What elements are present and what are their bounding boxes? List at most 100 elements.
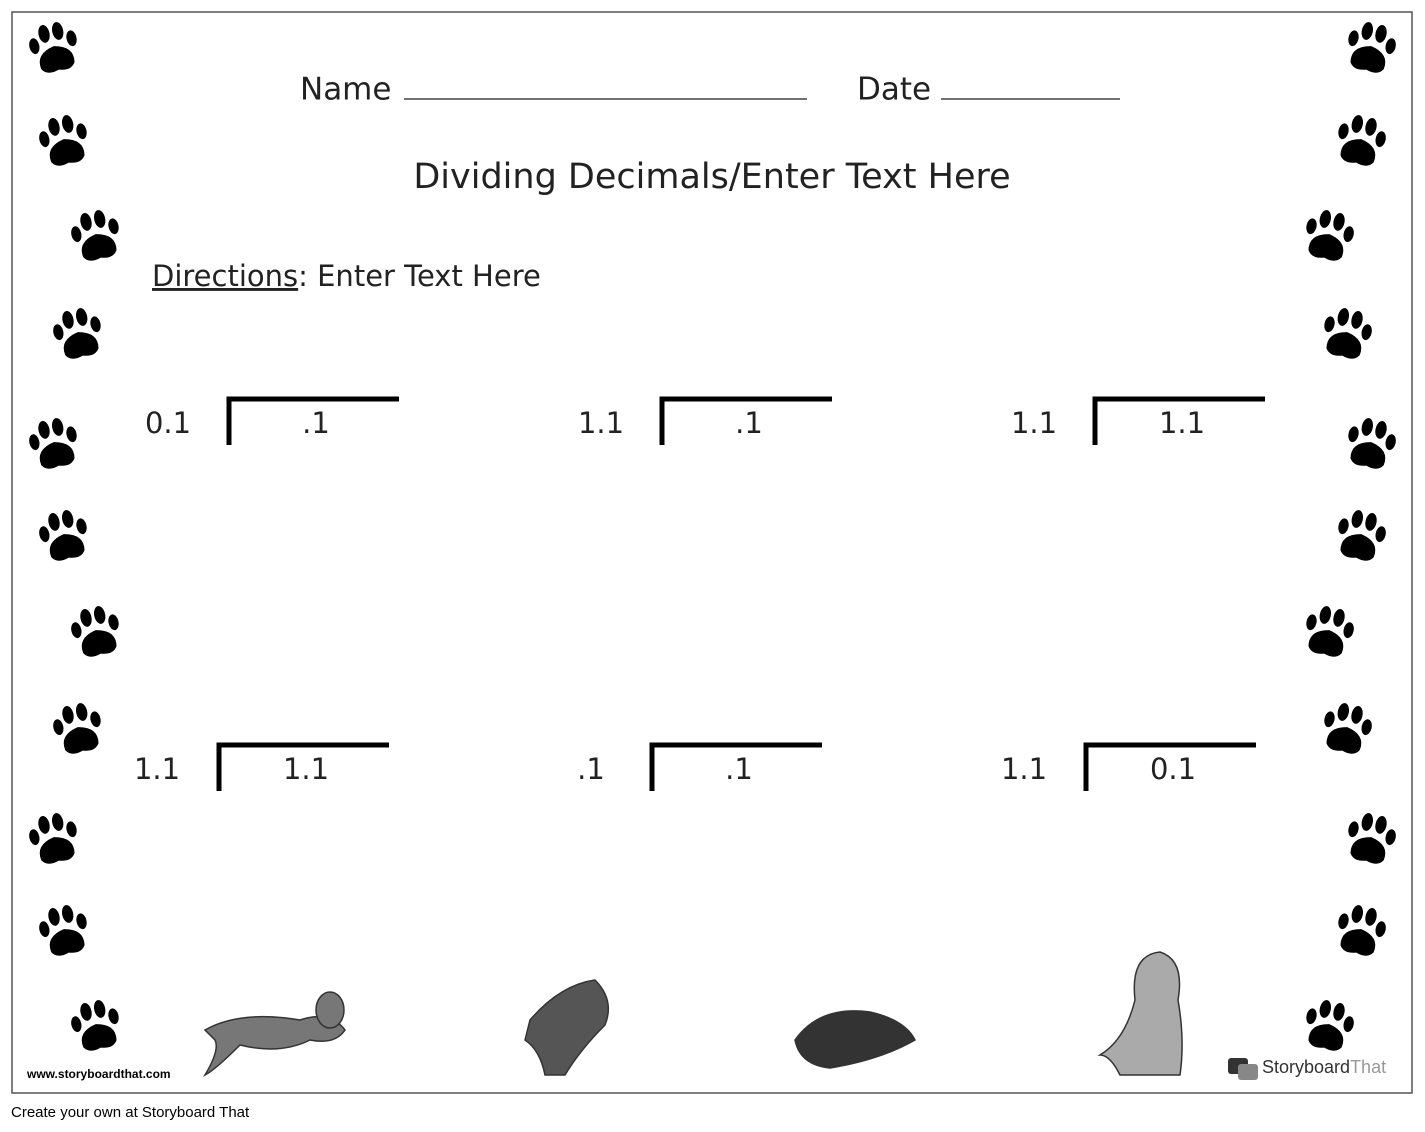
dividend: .1 bbox=[302, 406, 330, 440]
paw-toe bbox=[1324, 711, 1335, 728]
paw-toe bbox=[93, 1000, 106, 1018]
paw-toe bbox=[1343, 622, 1354, 639]
paw-pad bbox=[1326, 332, 1362, 359]
paw-toe bbox=[1306, 614, 1317, 631]
title: Dividing Decimals/Enter Text Here bbox=[413, 157, 1010, 197]
paw-pad bbox=[39, 442, 75, 469]
paw bbox=[1348, 418, 1396, 469]
paw-toe bbox=[1365, 513, 1377, 531]
paw bbox=[39, 905, 87, 956]
paw bbox=[39, 115, 87, 166]
paw-toe bbox=[1351, 905, 1364, 923]
paw bbox=[1338, 115, 1386, 166]
paw-toe bbox=[1337, 308, 1350, 326]
paw-pad bbox=[1350, 46, 1386, 73]
paw-toe bbox=[38, 816, 50, 834]
name-label: Name bbox=[300, 72, 391, 108]
paw-pad bbox=[39, 837, 75, 864]
paw-toe bbox=[1348, 30, 1359, 47]
divisor: 0.1 bbox=[145, 406, 191, 440]
division-bracket bbox=[1092, 396, 1265, 445]
paw bbox=[1306, 1000, 1354, 1051]
paw bbox=[39, 510, 87, 561]
paw-toe bbox=[51, 22, 64, 40]
paw-toe bbox=[62, 706, 74, 724]
paw-toe bbox=[1319, 606, 1332, 624]
brand-second: That bbox=[1350, 1057, 1386, 1077]
paw-toe bbox=[1375, 421, 1387, 439]
division-bracket bbox=[226, 396, 399, 445]
dividend: .1 bbox=[725, 752, 753, 786]
divisor: 1.1 bbox=[578, 406, 624, 440]
problems: 0.1 .1 1.1 .1 1.1 1.1 1.1 1.1 .1 .1 1.1 0.1 bbox=[134, 396, 1265, 791]
paw bbox=[1348, 813, 1396, 864]
paw-toe bbox=[1375, 921, 1386, 938]
date-label: Date bbox=[857, 72, 931, 108]
paw-toe bbox=[61, 115, 74, 133]
paw-toe bbox=[108, 614, 119, 631]
paw-pad bbox=[81, 234, 117, 261]
paw-toe bbox=[75, 703, 88, 721]
paw-toe bbox=[62, 311, 74, 329]
paw-toe bbox=[1348, 821, 1359, 838]
paw-toe bbox=[1385, 829, 1396, 846]
paw-toe bbox=[71, 226, 82, 243]
paw-toe bbox=[1361, 418, 1374, 436]
paw-toe bbox=[1351, 706, 1363, 724]
paw-toe bbox=[51, 813, 64, 831]
paw-toe bbox=[90, 711, 101, 728]
paw-toe bbox=[1361, 324, 1372, 341]
paw bbox=[71, 1000, 119, 1051]
directions: Directions: Enter Text Here bbox=[152, 259, 541, 293]
paw-pad bbox=[1350, 837, 1386, 864]
paw-toe bbox=[1324, 316, 1335, 333]
paw-toe bbox=[1338, 123, 1349, 140]
dividend: .1 bbox=[735, 406, 763, 440]
paw-toe bbox=[90, 316, 101, 333]
directions-label: Directions bbox=[152, 259, 298, 293]
paw-toe bbox=[1375, 526, 1386, 543]
paw-pad bbox=[1350, 442, 1386, 469]
brand-first: Storyboard bbox=[1262, 1057, 1350, 1077]
paw-pad bbox=[81, 1024, 117, 1051]
paw bbox=[53, 308, 101, 359]
paw-toe bbox=[1361, 719, 1372, 736]
paw-toe bbox=[80, 609, 92, 627]
paw-toe bbox=[39, 131, 50, 148]
paw-toe bbox=[39, 921, 50, 938]
paw-pad bbox=[63, 727, 99, 754]
division-bracket bbox=[216, 742, 389, 791]
paw-toe bbox=[48, 513, 60, 531]
paw-toe bbox=[61, 905, 74, 923]
paw-pad bbox=[1308, 630, 1344, 657]
paw-pad bbox=[1308, 1024, 1344, 1051]
paw bbox=[1338, 510, 1386, 561]
paw-toe bbox=[76, 913, 87, 930]
paw-pad bbox=[39, 46, 75, 73]
paw-toe bbox=[1306, 218, 1317, 235]
paw bbox=[71, 210, 119, 261]
paw-toe bbox=[1361, 813, 1374, 831]
paw-toe bbox=[1361, 22, 1374, 40]
paw-pad bbox=[49, 534, 85, 561]
paw-pad bbox=[1340, 139, 1376, 166]
paw-pad bbox=[81, 630, 117, 657]
paw-pad bbox=[1340, 534, 1376, 561]
paw-toe bbox=[1351, 115, 1364, 133]
paw-toe bbox=[53, 324, 64, 341]
divisor: 1.1 bbox=[1011, 406, 1057, 440]
paw-pad bbox=[1340, 929, 1376, 956]
paw-toe bbox=[66, 426, 77, 443]
paw-toe bbox=[39, 526, 50, 543]
paw-toe bbox=[1343, 1016, 1354, 1033]
paw-toe bbox=[71, 1016, 82, 1033]
paw-toe bbox=[80, 1003, 92, 1021]
paw-toe bbox=[1343, 226, 1354, 243]
paw bbox=[53, 703, 101, 754]
dividend: 1.1 bbox=[1159, 406, 1205, 440]
dog bbox=[203, 1015, 346, 1077]
dividend: 1.1 bbox=[283, 752, 329, 786]
paw-toe bbox=[1348, 426, 1359, 443]
paw-pad bbox=[1326, 727, 1362, 754]
caption[interactable]: Create your own at Storyboard That bbox=[11, 1104, 250, 1121]
